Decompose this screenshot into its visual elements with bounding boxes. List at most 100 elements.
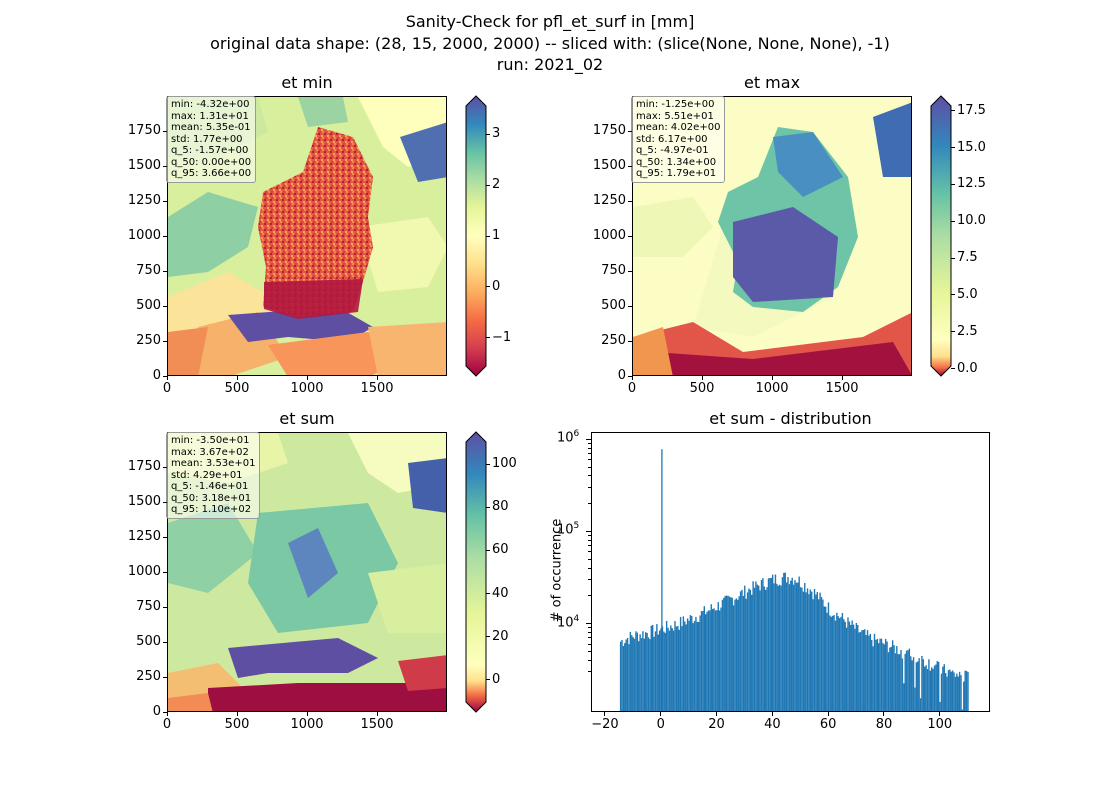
- colorbar-tick-label: 7.5: [957, 250, 978, 266]
- colorbar-tick-mark: [951, 331, 955, 333]
- histogram-bar: [904, 653, 906, 711]
- y-tick-mark: [163, 536, 167, 538]
- y-minor-tick: [588, 447, 591, 449]
- y-tick-label: 1000: [127, 564, 161, 579]
- histogram-bar: [820, 596, 823, 711]
- y-tick-label: 104: [557, 614, 579, 630]
- histogram-bar: [739, 591, 742, 711]
- histogram-bar: [626, 638, 629, 711]
- y-minor-tick: [588, 558, 591, 560]
- colorbar-tick-label: 12.5: [957, 176, 986, 192]
- y-tick-label: 1250: [127, 529, 161, 544]
- histogram-bar: [831, 615, 834, 711]
- y-tick-mark: [163, 711, 167, 713]
- colorbar-tick-mark: [951, 147, 955, 149]
- histogram-bar: [751, 594, 753, 711]
- stats-line: std: 4.29e+01: [171, 469, 243, 481]
- colorbar-tick-mark: [951, 110, 955, 112]
- histogram-bar: [707, 610, 710, 711]
- histogram-bar: [841, 613, 844, 711]
- histogram-bar: [792, 584, 795, 711]
- histogram-bar: [844, 621, 846, 711]
- y-minor-tick: [588, 545, 591, 547]
- histogram-bar: [911, 660, 913, 711]
- histogram-bar: [854, 628, 856, 711]
- stats-line: max: 5.51e+01: [636, 110, 714, 122]
- histogram-bar: [714, 610, 717, 711]
- et-max-stats-box: min: -1.25e+00 max: 5.51e+01 mean: 4.02e+0…: [631, 96, 726, 183]
- histogram-bar: [664, 632, 666, 711]
- x-tick-mark: [631, 376, 633, 380]
- histogram-bar: [915, 662, 918, 711]
- x-tick-label: 80: [875, 717, 893, 732]
- y-tick-mark: [163, 200, 167, 202]
- histogram-bar: [771, 574, 774, 711]
- histogram-bar: [951, 670, 954, 711]
- y-tick-label: 1500: [127, 158, 161, 173]
- histogram-bar: [651, 625, 654, 711]
- y-tick-mark: [163, 606, 167, 608]
- y-tick-label: 1000: [127, 228, 161, 243]
- y-tick-mark: [628, 130, 632, 132]
- y-minor-tick: [588, 627, 591, 629]
- colorbar-tick-mark: [486, 235, 490, 237]
- histogram-bar: [900, 649, 902, 711]
- histogram-bar: [646, 632, 648, 711]
- x-tick-mark: [827, 712, 829, 716]
- histogram-bar: [805, 592, 807, 711]
- histogram-bar: [912, 657, 915, 711]
- histogram-bar: [642, 631, 644, 711]
- x-tick-mark: [771, 712, 773, 716]
- histogram-bar: [798, 576, 800, 711]
- histogram-bar: [688, 620, 690, 711]
- y-minor-tick: [588, 443, 591, 445]
- histogram-bar: [829, 615, 831, 711]
- histogram-bar: [947, 670, 950, 711]
- x-tick-mark: [716, 712, 718, 716]
- histogram-bar: [735, 598, 738, 711]
- histogram-bar: [963, 681, 965, 711]
- histogram-bar: [756, 584, 759, 711]
- histogram-bar: [647, 637, 650, 711]
- y-tick-mark: [163, 571, 167, 573]
- stats-line: min: -1.25e+00: [636, 99, 715, 110]
- histogram-bar: [791, 577, 793, 711]
- histogram-bar: [685, 624, 687, 711]
- y-minor-tick: [588, 650, 591, 652]
- histogram-bar: [653, 636, 655, 711]
- histogram-bar: [629, 631, 632, 711]
- histogram-bar: [893, 645, 895, 711]
- y-minor-tick: [588, 535, 591, 537]
- histogram-bar: [717, 602, 719, 711]
- histogram-bar: [967, 671, 969, 711]
- et-sum-map: [167, 432, 447, 712]
- y-tick-label: 1500: [127, 494, 161, 509]
- y-tick-label: 1750: [127, 459, 161, 474]
- stats-line: q_95: 3.66e+00: [171, 168, 252, 179]
- histogram-bar: [922, 659, 925, 711]
- histogram-bar: [824, 606, 827, 711]
- histogram-bar: [795, 582, 798, 711]
- histogram-bar: [903, 683, 905, 711]
- histogram-bar: [822, 599, 824, 711]
- y-tick-mark: [586, 530, 591, 532]
- histogram-bar: [738, 596, 740, 711]
- histogram-bar: [891, 640, 894, 711]
- histogram-bar: [908, 648, 911, 711]
- histogram-bar: [691, 615, 693, 711]
- histogram-bar: [762, 578, 764, 711]
- histogram-bar: [961, 709, 964, 711]
- histogram-bar: [744, 585, 746, 711]
- colorbar-tick-label: 40: [492, 585, 509, 601]
- histogram-bar: [759, 590, 761, 711]
- histogram-bar: [635, 631, 637, 711]
- histogram-bar: [695, 616, 697, 711]
- histogram-bar: [838, 618, 841, 711]
- histogram-bar: [905, 650, 908, 711]
- y-tick-mark: [628, 200, 632, 202]
- histogram-bar: [907, 650, 909, 711]
- histogram-bar: [956, 673, 958, 711]
- histogram-bar: [931, 667, 933, 711]
- histogram-bar: [783, 572, 785, 711]
- histogram-bar: [656, 624, 658, 711]
